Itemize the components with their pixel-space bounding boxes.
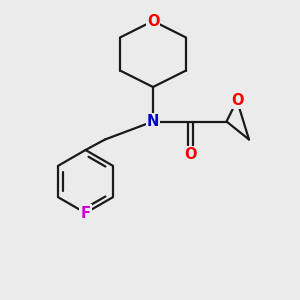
- Text: O: O: [184, 147, 197, 162]
- Text: O: O: [231, 93, 243, 108]
- Text: N: N: [147, 114, 159, 129]
- Text: O: O: [147, 14, 159, 28]
- Text: F: F: [80, 206, 91, 220]
